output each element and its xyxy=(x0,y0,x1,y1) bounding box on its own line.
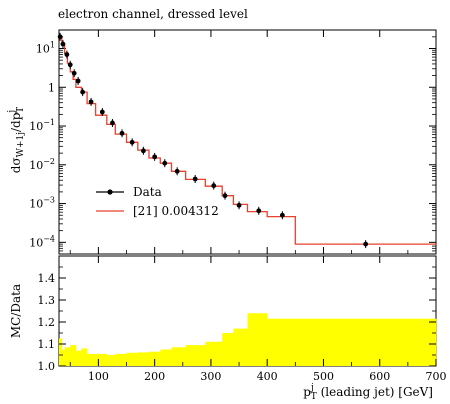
data-point xyxy=(162,160,168,166)
legend: Data [21] 0.004312 xyxy=(96,185,219,218)
data-point xyxy=(88,99,94,105)
ratio-uncertainty-bin xyxy=(295,318,437,366)
ratio-y-tick-label: 1.1 xyxy=(38,338,56,351)
data-point xyxy=(236,202,242,208)
main-y-tick-label: 101 xyxy=(36,40,55,55)
ratio-y-tick-label: 1.0 xyxy=(38,360,56,373)
data-point xyxy=(174,168,180,174)
main-y-tick-label: 10−3 xyxy=(29,196,55,211)
ratio-uncertainty-bin xyxy=(185,345,206,366)
x-tick-label: 100 xyxy=(88,370,109,383)
main-y-tick-exponent: −4 xyxy=(43,234,55,243)
main-y-tick-exponent: −3 xyxy=(43,196,55,205)
ratio-y-tick-label: 1.4 xyxy=(38,272,56,285)
data-point xyxy=(57,34,63,40)
data-point xyxy=(222,193,228,199)
x-axis-label: pj T (leading jet) [GeV] xyxy=(303,383,433,402)
data-point xyxy=(75,78,81,84)
main-y-tick-exponent: 1 xyxy=(50,40,55,49)
data-point xyxy=(110,120,115,126)
main-y-tick-exponent: −1 xyxy=(43,118,55,127)
main-y-tick-label: 10−1 xyxy=(29,118,55,133)
main-y-tick-label: 10−4 xyxy=(29,234,55,249)
main-y-tick-label: 1 xyxy=(48,81,55,94)
ratio-uncertainty-bin xyxy=(137,352,150,366)
data-point xyxy=(80,89,86,95)
ratio-uncertainty-bin xyxy=(222,333,234,366)
main-y-tick-label: 10−2 xyxy=(29,157,55,172)
ratio-uncertainty-bin xyxy=(59,338,63,366)
legend-mc-label: [21] 0.004312 xyxy=(133,204,219,218)
ratio-uncertainty-bin xyxy=(64,347,71,366)
ratio-y-tick-label: 1.3 xyxy=(38,294,56,307)
data-point xyxy=(129,139,135,145)
main-plot-frame xyxy=(58,29,437,255)
data-point xyxy=(99,109,105,115)
ratio-uncertainty-bin xyxy=(171,347,186,366)
ratio-uncertainty-bin xyxy=(267,318,296,366)
legend-data-label: Data xyxy=(133,185,162,199)
data-point xyxy=(60,41,66,47)
data-point xyxy=(192,176,198,182)
ratio-uncertainty-bin xyxy=(247,313,268,366)
data-point xyxy=(71,70,77,76)
ratio-uncertainty-bin xyxy=(70,345,77,366)
ratio-uncertainty-bin xyxy=(75,350,82,366)
x-tick-label: 200 xyxy=(144,370,165,383)
ratio-y-axis-label: MC/Data xyxy=(9,284,23,338)
ratio-uncertainty-bin xyxy=(205,341,223,366)
ratio-uncertainty-bin xyxy=(106,355,116,366)
data-point xyxy=(119,130,125,136)
main-y-tick-exponent: −2 xyxy=(43,157,55,166)
ratio-uncertainty-bin xyxy=(126,352,139,366)
ratio-uncertainty-bin xyxy=(149,351,161,366)
x-tick-label: 700 xyxy=(426,370,447,383)
data-point xyxy=(152,154,158,160)
chart-title: electron channel, dressed level xyxy=(58,7,248,21)
data-point xyxy=(141,148,146,154)
data-point xyxy=(211,183,217,189)
ratio-uncertainty-bin xyxy=(95,353,108,366)
data-point xyxy=(363,241,369,247)
x-tick-label: 500 xyxy=(313,370,334,383)
legend-data-marker xyxy=(107,189,113,195)
ratio-uncertainty-bin xyxy=(87,353,96,366)
ratio-y-tick-label: 1.2 xyxy=(38,316,56,329)
ratio-uncertainty-bin xyxy=(115,353,127,366)
x-tick-label: 600 xyxy=(369,370,390,383)
data-point xyxy=(256,208,262,214)
data-point xyxy=(64,52,70,57)
ratio-uncertainty-bin xyxy=(61,349,65,366)
ratio-plot-marks xyxy=(59,313,437,366)
x-tick-label: 300 xyxy=(200,370,221,383)
x-tick-label: 400 xyxy=(257,370,278,383)
ratio-uncertainty-bin xyxy=(81,348,88,366)
ratio-plot-ticks: 1.0 1.1 1.2 1.3 1.4 100 200 300 400 500 600 700 xyxy=(38,256,447,383)
main-y-axis-label: dσW+1j/dpjT xyxy=(7,107,26,173)
ratio-uncertainty-bin xyxy=(233,328,248,366)
ratio-uncertainty-bin xyxy=(160,349,172,366)
main-plot-marks xyxy=(57,32,436,249)
data-point xyxy=(279,212,285,218)
data-point xyxy=(67,62,73,68)
mc-prediction-histogram xyxy=(59,36,436,245)
